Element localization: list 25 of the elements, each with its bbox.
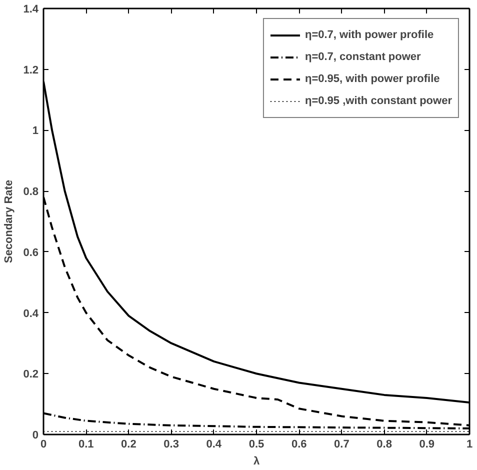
y-tick-label: 0.6 [23, 246, 39, 259]
legend-label: η=0.7, with power profile [304, 28, 434, 42]
x-tick-label: 0.7 [334, 438, 350, 450]
x-tick-label: 1 [466, 438, 473, 450]
y-tick-label: 0 [32, 430, 39, 442]
x-tick-label: 0.2 [121, 438, 136, 450]
x-tick-label: 0.5 [248, 438, 264, 450]
x-tick-label: 0 [40, 438, 47, 450]
y-tick-label: 0.2 [23, 368, 39, 381]
x-axis-title: λ [253, 456, 260, 468]
x-tick-label: 0.1 [78, 438, 94, 450]
legend-label: η=0.95, with power profile [304, 72, 440, 86]
y-tick-label: 0.8 [23, 186, 39, 198]
x-tick-label: 0.8 [376, 438, 392, 450]
y-tick-label: 1 [32, 125, 39, 138]
x-tick-label: 0.4 [206, 438, 222, 450]
y-tick-label: 1.2 [23, 64, 39, 76]
y-axis-title: Secondary Rate [3, 180, 16, 264]
y-tick-label: 0.4 [23, 308, 40, 320]
x-tick-label: 0.3 [164, 438, 179, 450]
legend-label: η=0.95 ,with constant power [304, 94, 452, 108]
legend-label: η=0.7, constant power [304, 50, 421, 64]
y-tick-label: 1.4 [23, 4, 40, 16]
x-tick-label: 0.6 [291, 438, 307, 450]
x-tick-label: 0.9 [419, 438, 435, 450]
